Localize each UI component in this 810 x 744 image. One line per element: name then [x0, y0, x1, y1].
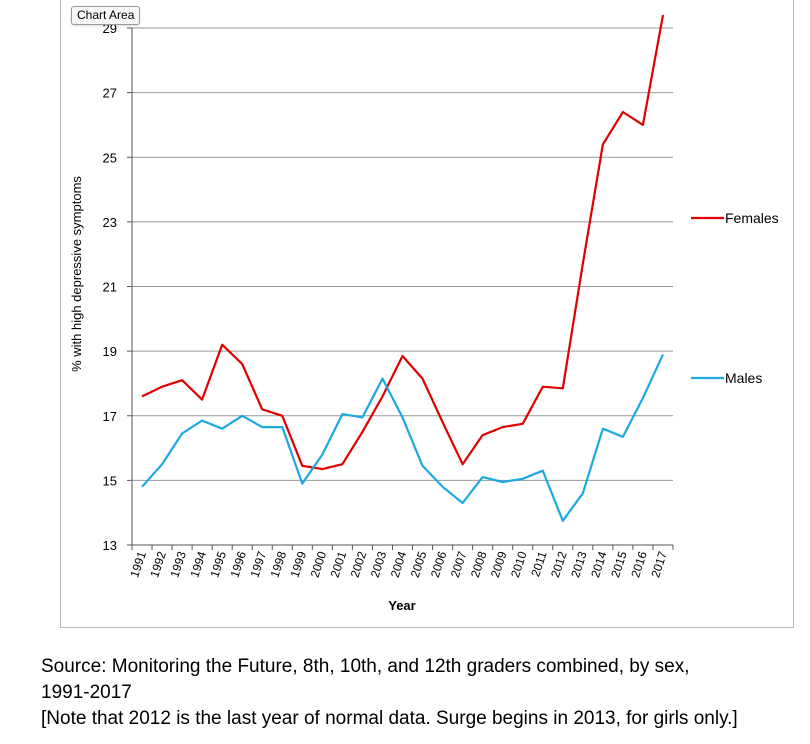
x-tick-label: 2007 [448, 549, 470, 579]
x-tick-label: 2014 [588, 549, 610, 579]
series-line-males [141, 353, 664, 522]
x-tick-label: 2005 [408, 549, 430, 579]
legend-label-males: Males [725, 370, 762, 386]
x-tick-label: 2001 [328, 549, 350, 579]
y-tick-label: 13 [103, 538, 117, 553]
caption-line-1: Source: Monitoring the Future, 8th, 10th… [41, 656, 690, 677]
chart-area-tooltip: Chart Area [71, 6, 141, 25]
x-tick-label: 1995 [207, 549, 229, 579]
x-tick-label: 2013 [568, 549, 590, 579]
caption-line-2: 1991-2017 [41, 682, 132, 703]
x-tick-labels: 1991199219931994199519961997199819992000… [127, 549, 670, 579]
x-tick-label: 2010 [508, 549, 530, 579]
x-tick-label: 1993 [167, 549, 189, 579]
chart-area [60, 0, 794, 628]
x-tick-label: 1996 [227, 549, 249, 579]
x-tick-label: 1998 [268, 549, 290, 579]
series-lines [141, 14, 665, 522]
caption-line-3: [Note that 2012 is the last year of norm… [41, 708, 738, 729]
caption: Source: Monitoring the Future, 8th, 10th… [41, 654, 801, 732]
x-tick-label: 2006 [428, 549, 450, 579]
y-tick-label: 27 [103, 86, 117, 101]
x-tick-label: 2011 [528, 549, 549, 578]
x-tick-label: 2000 [308, 549, 330, 579]
x-tick-label: 1991 [127, 549, 149, 579]
x-axis-title: Year [388, 598, 415, 613]
y-tick-label: 23 [103, 215, 117, 230]
x-tick-label: 2012 [548, 549, 570, 579]
y-tick-label: 17 [103, 409, 117, 424]
y-tick-label: 21 [103, 280, 117, 295]
y-tick-label: 19 [103, 344, 117, 359]
y-tick-label: 25 [103, 150, 117, 165]
x-tick-label: 1997 [248, 549, 270, 579]
x-tick-label: 2003 [368, 549, 390, 579]
x-tick-label: 2016 [628, 549, 650, 579]
x-tick-label: 2002 [348, 549, 370, 579]
y-tick-label: 15 [103, 473, 117, 488]
x-tick-label: 1994 [187, 549, 209, 579]
legend-label-females: Females [725, 210, 779, 226]
x-tick-label: 2009 [488, 549, 510, 579]
x-tick-label: 2017 [648, 549, 670, 579]
legend: Females Males [691, 210, 779, 386]
series-line-females [141, 14, 665, 471]
x-tick-label: 2008 [468, 549, 490, 579]
x-tick-label: 2015 [608, 549, 630, 579]
axes [127, 27, 674, 550]
y-axis-title: % with high depressive symptoms [69, 176, 84, 372]
x-tick-label: 2004 [388, 549, 410, 579]
gridlines [132, 27, 673, 481]
x-tick-label: 1992 [147, 549, 169, 579]
x-tick-label: 1999 [288, 549, 310, 579]
